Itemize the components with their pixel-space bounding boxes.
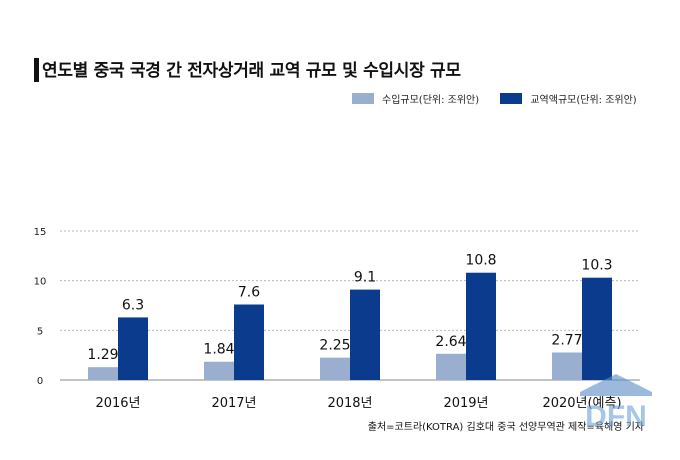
- title-accent-bar: [34, 58, 39, 82]
- x-tick-label-3: 2019년: [443, 396, 488, 411]
- bar-trade-3: [466, 272, 496, 380]
- legend-item-import: 수입규모(단위: 조위안): [352, 91, 479, 106]
- bar-trade-0: [118, 317, 148, 380]
- data-label-trade-2: 9.1: [354, 270, 376, 286]
- legend-swatch-trade: [500, 93, 523, 104]
- data-label-import-3: 2.64: [435, 334, 466, 350]
- legend-label-trade: 교역액규모(단위: 조위안): [530, 95, 637, 106]
- x-tick-label-1: 2017년: [211, 396, 256, 411]
- x-tick-label-2: 2018년: [327, 396, 372, 411]
- x-tick-label-4: 2020년(예측): [542, 396, 621, 411]
- dfn-logo-watermark: DFN: [580, 374, 652, 433]
- watermark-roof: [580, 374, 652, 396]
- legend-label-import: 수입규모(단위: 조위안): [382, 95, 480, 106]
- bar-trade-4: [582, 277, 612, 380]
- bar-import-1: [204, 361, 234, 380]
- y-tick-label-0: 0: [37, 376, 43, 387]
- data-label-trade-0: 6.3: [122, 297, 144, 313]
- data-label-import-0: 1.29: [87, 347, 118, 363]
- legend-item-trade: 교역액규모(단위: 조위안): [500, 91, 637, 106]
- data-label-import-2: 2.25: [319, 338, 350, 354]
- data-label-import-4: 2.77: [551, 332, 582, 348]
- y-tick-label-10: 10: [34, 277, 47, 288]
- bar-import-3: [436, 353, 466, 380]
- bar-trade-2: [350, 289, 380, 380]
- data-label-trade-1: 7.6: [238, 285, 260, 301]
- watermark-text: DFN: [585, 400, 647, 433]
- x-tick-label-0: 2016년: [95, 396, 140, 411]
- bar-trade-1: [234, 304, 264, 380]
- bar-import-2: [320, 357, 350, 380]
- y-tick-label-15: 15: [34, 227, 47, 238]
- bar-import-4: [552, 352, 582, 380]
- chart-title: 연도별 중국 국경 간 전자상거래 교역 규모 및 수입시장 규모: [42, 61, 461, 81]
- data-label-trade-4: 10.3: [581, 258, 612, 274]
- bar-import-0: [88, 367, 118, 380]
- data-label-trade-3: 10.8: [465, 253, 496, 269]
- legend: 수입규모(단위: 조위안) 교역액규모(단위: 조위안): [352, 91, 655, 107]
- data-label-import-1: 1.84: [203, 342, 234, 358]
- y-tick-label-5: 5: [37, 326, 43, 337]
- legend-swatch-import: [352, 93, 374, 104]
- source-credit: 출처=코트라(KOTRA) 김호대 중국 선양무역관 제작=육해영 기자: [367, 422, 644, 433]
